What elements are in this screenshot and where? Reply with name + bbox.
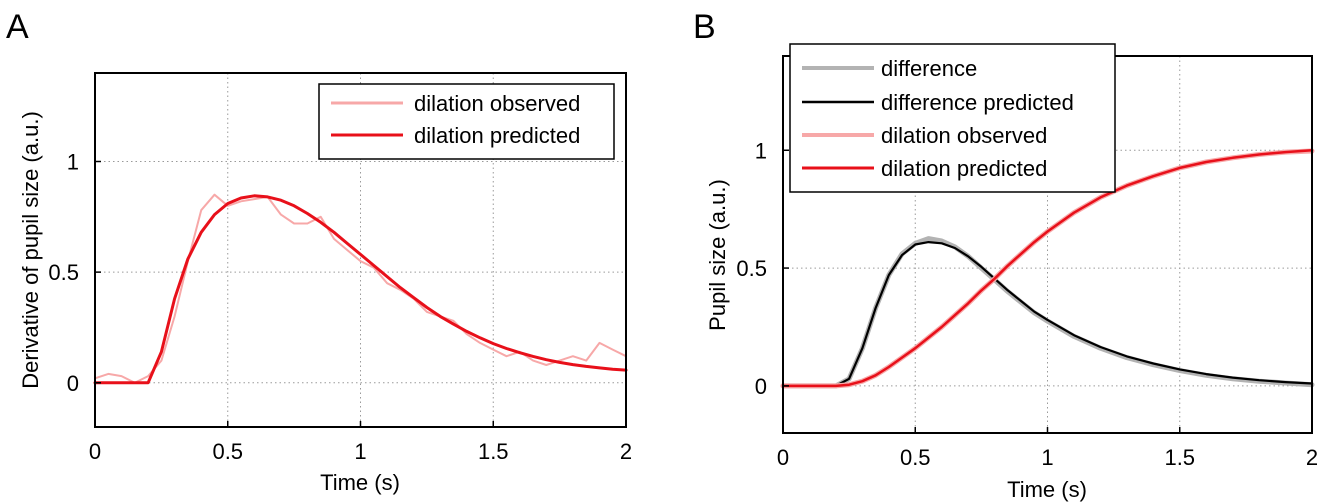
- chart-b-legend-label-observed: dilation observed: [881, 123, 1047, 148]
- panel-letter-a: A: [6, 8, 29, 46]
- chart-a-legend-label-observed: dilation observed: [414, 91, 580, 116]
- x-tick-label: 1: [1041, 445, 1053, 470]
- chart-a-legend: dilation observed dilation predicted: [318, 83, 615, 160]
- y-tick-label: 0: [67, 371, 79, 396]
- chart-b-legend-label-predicted: dilation predicted: [881, 156, 1047, 181]
- series-line-difference-predicted: [781, 241, 1314, 387]
- panel-letter-b: B: [693, 8, 716, 46]
- chart-a-series: [93, 193, 628, 385]
- chart-b-legend-label-difference: difference: [881, 56, 977, 81]
- chart-b-legend-label-difference-predicted: difference predicted: [881, 90, 1074, 115]
- x-tick-label: 1.5: [478, 439, 509, 464]
- x-tick-label: 0.5: [212, 439, 243, 464]
- chart-b-ticks: 0 0.5 1 1.5 2 0 0.5 1: [736, 138, 1318, 470]
- x-tick-label: 0.5: [900, 445, 931, 470]
- x-tick-label: 0: [89, 439, 101, 464]
- y-tick-label: 1: [755, 138, 767, 163]
- chart-a-ticks: 0 0.5 1 1.5 2 0 0.5 1: [48, 150, 632, 465]
- y-tick-label: 0.5: [736, 256, 767, 281]
- chart-b-xlabel: Time (s): [1007, 477, 1087, 502]
- chart-b: 0 0.5 1 1.5 2 0 0.5 1 Time (s) Pupil size (a.u.…: [705, 43, 1318, 502]
- series-line-difference: [780, 236, 1315, 389]
- chart-a: 0 0.5 1 1.5 2 0 0.5 1 Time (s) Derivative of pu…: [18, 72, 632, 495]
- chart-b-series: [780, 148, 1315, 389]
- series-line-dilation-predicted: [781, 149, 1314, 388]
- chart-a-legend-label-predicted: dilation predicted: [414, 123, 580, 148]
- chart-b-legend: difference difference predicted dilation…: [789, 43, 1116, 193]
- y-tick-label: 0: [755, 374, 767, 399]
- x-tick-label: 2: [1306, 445, 1318, 470]
- chart-a-ylabel: Derivative of pupil size (a.u.): [18, 111, 43, 389]
- y-tick-label: 1: [67, 150, 79, 175]
- x-tick-label: 1.5: [1164, 445, 1195, 470]
- series-line-dilation-predicted: [93, 194, 628, 385]
- y-tick-label: 0.5: [48, 260, 79, 285]
- x-tick-label: 1: [354, 439, 366, 464]
- chart-a-legend-box: [318, 83, 615, 160]
- series-line-dilation-observed: [94, 193, 627, 384]
- x-tick-label: 2: [620, 439, 632, 464]
- chart-a-xlabel: Time (s): [320, 470, 400, 495]
- x-tick-label: 0: [777, 445, 789, 470]
- chart-b-ylabel: Pupil size (a.u.): [705, 179, 730, 331]
